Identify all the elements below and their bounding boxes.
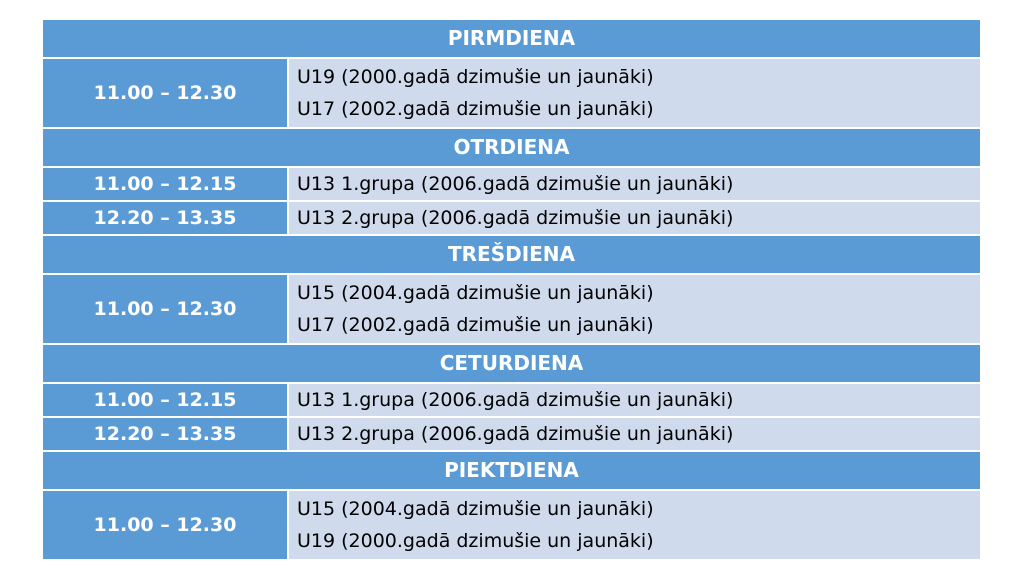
schedule-row: 11.00 – 12.15 U13 1.grupa (2006.gadā dzim… — [43, 168, 980, 200]
schedule-row: 12.20 – 13.35 U13 2.grupa (2006.gadā dzim… — [43, 202, 980, 234]
schedule-row: 11.00 – 12.30 U15 (2004.gadā dzimušie un … — [43, 275, 980, 343]
day-header: CETURDIENA — [43, 345, 980, 382]
groups-cell: U13 1.grupa (2006.gadā dzimušie un jaunā… — [289, 384, 980, 416]
schedule-table: PIRMDIENA 11.00 – 12.30 U19 (2000.gadā dzi… — [43, 20, 980, 561]
group-label: U19 (2000.gadā dzimušie un jaunāki) — [297, 530, 654, 552]
time-cell: 11.00 – 12.30 — [43, 59, 287, 127]
schedule-row: 11.00 – 12.30 U19 (2000.gadā dzimušie un … — [43, 59, 980, 127]
groups-cell: U15 (2004.gadā dzimušie un jaunāki) U17 (… — [289, 275, 980, 343]
groups-cell: U13 2.grupa (2006.gadā dzimušie un jaunā… — [289, 418, 980, 450]
groups-cell: U13 2.grupa (2006.gadā dzimušie un jaunā… — [289, 202, 980, 234]
group-label: U17 (2002.gadā dzimušie un jaunāki) — [297, 314, 654, 336]
group-label: U13 1.grupa (2006.gadā dzimušie un jaunā… — [297, 173, 734, 195]
group-label: U13 1.grupa (2006.gadā dzimušie un jaunā… — [297, 389, 734, 411]
day-header: OTRDIENA — [43, 129, 980, 166]
group-label: U15 (2004.gadā dzimušie un jaunāki) — [297, 282, 654, 304]
schedule-row: 12.20 – 13.35 U13 2.grupa (2006.gadā dzim… — [43, 418, 980, 450]
group-label: U17 (2002.gadā dzimušie un jaunāki) — [297, 98, 654, 120]
group-label: U13 2.grupa (2006.gadā dzimušie un jaunā… — [297, 207, 734, 229]
schedule-row: 11.00 – 12.30 U15 (2004.gadā dzimušie un … — [43, 491, 980, 559]
schedule-row: 11.00 – 12.15 U13 1.grupa (2006.gadā dzim… — [43, 384, 980, 416]
day-header: PIRMDIENA — [43, 20, 980, 57]
time-cell: 12.20 – 13.35 — [43, 202, 287, 234]
time-cell: 11.00 – 12.30 — [43, 275, 287, 343]
group-label: U19 (2000.gadā dzimušie un jaunāki) — [297, 66, 654, 88]
time-cell: 11.00 – 12.15 — [43, 168, 287, 200]
day-header: PIEKTDIENA — [43, 452, 980, 489]
groups-cell: U15 (2004.gadā dzimušie un jaunāki) U19 (… — [289, 491, 980, 559]
time-cell: 11.00 – 12.15 — [43, 384, 287, 416]
time-cell: 12.20 – 13.35 — [43, 418, 287, 450]
group-label: U15 (2004.gadā dzimušie un jaunāki) — [297, 498, 654, 520]
groups-cell: U13 1.grupa (2006.gadā dzimušie un jaunā… — [289, 168, 980, 200]
day-header: TREŠDIENA — [43, 236, 980, 273]
time-cell: 11.00 – 12.30 — [43, 491, 287, 559]
group-label: U13 2.grupa (2006.gadā dzimušie un jaunā… — [297, 423, 734, 445]
groups-cell: U19 (2000.gadā dzimušie un jaunāki) U17 (… — [289, 59, 980, 127]
